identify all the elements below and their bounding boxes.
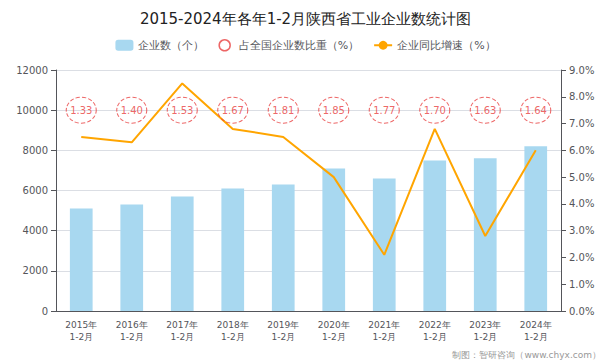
svg-text:1-2月: 1-2月 — [372, 332, 396, 342]
svg-text:占全国企业数比重（%）: 占全国企业数比重（%） — [239, 39, 359, 52]
svg-text:2015年: 2015年 — [65, 320, 97, 330]
svg-text:8000: 8000 — [23, 145, 48, 156]
svg-text:1-2月: 1-2月 — [322, 332, 346, 342]
svg-text:1-2月: 1-2月 — [524, 332, 548, 342]
svg-text:2016年: 2016年 — [116, 320, 148, 330]
svg-text:1.70: 1.70 — [424, 105, 446, 116]
svg-text:1.85: 1.85 — [323, 105, 345, 116]
svg-text:2017年: 2017年 — [166, 320, 198, 330]
svg-text:9.0%: 9.0% — [569, 65, 594, 76]
svg-text:制图：智研咨询（www.chyx.com）: 制图：智研咨询（www.chyx.com） — [452, 350, 601, 360]
svg-text:2.0%: 2.0% — [569, 252, 594, 263]
svg-text:1-2月: 1-2月 — [120, 332, 144, 342]
svg-text:3.0%: 3.0% — [569, 225, 594, 236]
svg-text:1.63: 1.63 — [474, 105, 496, 116]
svg-text:2022年: 2022年 — [419, 320, 451, 330]
svg-text:2000: 2000 — [23, 265, 48, 276]
svg-text:0: 0 — [42, 306, 48, 317]
svg-text:12000: 12000 — [16, 65, 48, 76]
svg-text:0.0%: 0.0% — [569, 306, 594, 317]
svg-text:10000: 10000 — [16, 105, 48, 116]
svg-text:企业数（个）: 企业数（个） — [138, 39, 204, 52]
svg-text:1-2月: 1-2月 — [221, 332, 245, 342]
svg-text:1.33: 1.33 — [70, 105, 92, 116]
svg-text:1-2月: 1-2月 — [423, 332, 447, 342]
svg-text:企业同比增速（%）: 企业同比增速（%） — [397, 39, 495, 52]
svg-text:6000: 6000 — [23, 185, 48, 196]
svg-text:2023年: 2023年 — [469, 320, 501, 330]
svg-text:2024年: 2024年 — [520, 320, 552, 330]
svg-text:1-2月: 1-2月 — [473, 332, 497, 342]
svg-text:1.53: 1.53 — [171, 105, 193, 116]
svg-text:1.67: 1.67 — [222, 105, 244, 116]
svg-text:6.0%: 6.0% — [569, 145, 594, 156]
svg-text:4000: 4000 — [23, 225, 48, 236]
svg-text:1.77: 1.77 — [373, 105, 395, 116]
svg-text:8.0%: 8.0% — [569, 91, 594, 102]
svg-text:2021年: 2021年 — [368, 320, 400, 330]
svg-text:2020年: 2020年 — [318, 320, 350, 330]
svg-text:5.0%: 5.0% — [569, 172, 594, 183]
svg-text:2019年: 2019年 — [267, 320, 299, 330]
svg-text:1.40: 1.40 — [121, 105, 143, 116]
svg-text:2018年: 2018年 — [217, 320, 249, 330]
svg-text:1-2月: 1-2月 — [69, 332, 93, 342]
svg-text:1-2月: 1-2月 — [170, 332, 194, 342]
svg-text:1.64: 1.64 — [525, 105, 547, 116]
svg-text:4.0%: 4.0% — [569, 198, 594, 209]
svg-text:1-2月: 1-2月 — [271, 332, 295, 342]
svg-text:7.0%: 7.0% — [569, 118, 594, 129]
svg-text:1.81: 1.81 — [272, 105, 294, 116]
svg-text:2015-2024年各年1-2月陕西省工业企业数统计图: 2015-2024年各年1-2月陕西省工业企业数统计图 — [140, 10, 471, 28]
svg-text:1.0%: 1.0% — [569, 279, 594, 290]
